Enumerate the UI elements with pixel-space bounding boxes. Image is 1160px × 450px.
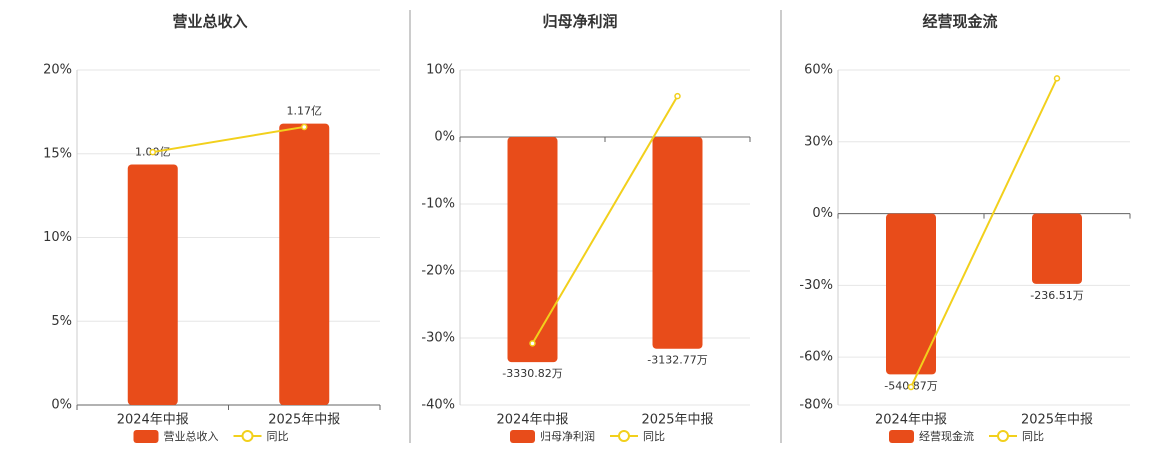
x-tick-label: 2025年中报 [268,413,340,428]
legend-label: 同比 [1022,430,1044,443]
chart-title: 经营现金流 [922,13,997,31]
legend-label: 营业总收入 [164,429,219,443]
line [531,95,679,344]
bar [507,137,558,363]
y-tick-label: 10% [43,230,72,245]
bar [279,123,330,405]
y-tick-label: -40% [421,398,455,413]
bar-value-label: 1.17亿 [287,105,323,118]
y-tick-label: 0% [434,130,455,145]
bar-value-label: -236.51万 [1030,289,1083,302]
legend-marker [997,430,1009,442]
y-tick-label: 5% [51,314,72,329]
line-point [1053,75,1061,82]
x-tick-label: 2025年中报 [641,413,713,428]
y-tick-label: 15% [43,146,72,161]
legend-label: 同比 [643,430,665,443]
bar [1032,213,1082,284]
bar [886,213,936,375]
y-tick-label: -30% [799,278,833,293]
x-tick-label: 2024年中报 [875,413,947,428]
y-tick-label: -20% [421,264,455,279]
y-tick-label: 60% [804,63,833,78]
legend-swatch [510,430,535,443]
x-tick-label: 2024年中报 [496,413,568,428]
x-tick-label: 2025年中报 [1021,413,1093,428]
bar [127,164,178,405]
y-tick-label: -30% [421,331,455,346]
legend-label: 同比 [267,430,289,443]
y-tick-label: -80% [799,398,833,413]
y-tick-label: 10% [426,63,455,78]
y-tick-label: 30% [804,134,833,149]
legend-marker [618,430,630,442]
legend-marker [241,430,254,442]
line-point [149,148,156,156]
y-tick-label: 20% [43,63,72,78]
line-point [907,383,915,391]
legend-label: 归母净利润 [540,429,595,443]
legend-swatch [133,430,159,443]
chart-title: 营业总收入 [172,13,247,31]
line-point [301,123,308,131]
line-point [529,340,536,347]
y-tick-label: 0% [812,206,833,221]
y-tick-label: -60% [799,350,833,365]
bar-value-label: -3330.82万 [502,367,562,380]
y-tick-label: -10% [421,197,455,212]
legend-swatch [889,430,914,443]
x-tick-label: 2024年中报 [117,413,189,428]
bar-value-label: -3132.77万 [647,354,707,367]
chart-title: 归母净利润 [542,13,617,31]
line-point [674,92,681,100]
y-tick-label: 0% [51,398,72,413]
bar [652,137,703,349]
line [152,125,305,154]
legend-label: 经营现金流 [919,429,974,443]
line [910,77,1058,388]
